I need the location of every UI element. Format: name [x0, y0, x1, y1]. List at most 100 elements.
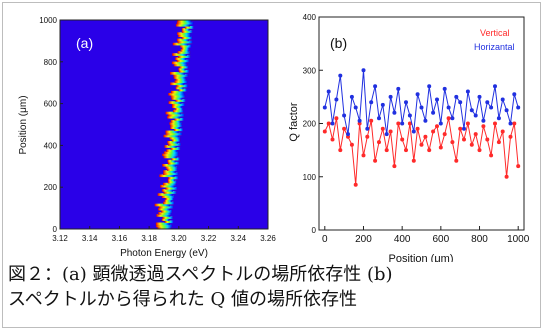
data-point-1 — [496, 116, 501, 121]
spectrum-row-right — [168, 92, 185, 96]
spectrum-row-right — [164, 145, 177, 148]
spectrum-row-right — [180, 44, 192, 48]
heatmap-frame — [59, 19, 269, 230]
spectrum-row-right — [171, 61, 187, 65]
data-point-1 — [516, 105, 521, 110]
data-point-0 — [516, 164, 521, 169]
spectrum-row-right — [173, 76, 186, 79]
caption-line-1: 図２：(a) 顕微透過スペクトルの場所依存性 (b) — [8, 264, 393, 285]
spectrum-row-right — [157, 226, 172, 230]
data-point-0 — [504, 174, 509, 179]
data-point-1 — [469, 108, 474, 113]
data-point-0 — [365, 134, 370, 139]
spectrum-row-right — [169, 72, 185, 75]
spectrum-row-right — [175, 78, 187, 81]
spectrum-row-right — [167, 159, 176, 163]
spectrum-row-right — [172, 42, 189, 46]
data-point-1 — [454, 94, 459, 99]
spectrum-row-right — [178, 88, 187, 92]
data-point-0 — [454, 158, 459, 163]
y-tick-label-a: 400 — [44, 141, 58, 150]
data-point-0 — [481, 124, 486, 129]
spectrum-row-right — [167, 113, 185, 117]
data-point-0 — [512, 121, 517, 126]
data-point-0 — [377, 140, 381, 145]
spectrum-row-right — [165, 166, 178, 169]
y-axis-label-b: Q factor — [288, 102, 300, 141]
spectrum-row-right — [163, 182, 177, 186]
figure-caption: 図２：(a) 顕微透過スペクトルの場所依存性 (b) スペクトルから得られた Q… — [8, 262, 538, 312]
spectrum-row-right — [167, 178, 175, 182]
data-point-0 — [326, 121, 331, 126]
data-point-1 — [380, 102, 385, 107]
data-point-1 — [438, 121, 443, 126]
data-point-1 — [435, 97, 439, 102]
x-tick-label-a: 3.18 — [141, 234, 157, 243]
data-point-0 — [500, 129, 505, 134]
spectrum-row-right — [180, 49, 190, 52]
x-tick-label-a: 3.20 — [171, 234, 187, 243]
data-point-1 — [396, 86, 401, 91]
spectrum-row-right — [158, 207, 170, 211]
spectrum-row-right — [161, 195, 175, 198]
spectrum-row-right — [178, 69, 190, 73]
spectrum-row-right — [156, 214, 171, 217]
spectrum-row-right — [172, 105, 183, 109]
spectrum-row-right — [176, 38, 189, 42]
panel-label-a: (a) — [76, 35, 93, 51]
data-point-0 — [473, 132, 478, 137]
spectrum-row-right — [170, 90, 185, 94]
data-point-1 — [349, 94, 354, 99]
spectrum-row-right — [170, 120, 181, 123]
data-point-0 — [465, 121, 470, 126]
spectrum-row-right — [170, 82, 185, 86]
data-point-0 — [384, 148, 389, 153]
spectrum-row-right — [181, 28, 190, 31]
spectrum-row-right — [164, 220, 174, 224]
figure-frame — [2, 2, 541, 328]
data-point-0 — [477, 148, 482, 153]
data-point-0 — [388, 129, 393, 134]
data-point-0 — [427, 148, 432, 153]
spectrum-row-right — [161, 209, 173, 213]
data-point-1 — [493, 84, 497, 89]
chart-b-q-factor-plot: 0 200 400 600 800 1000 0 100 200 300 400 (b) Vert… — [288, 13, 530, 262]
spectrum-row-right — [181, 30, 193, 33]
spectrum-row-right — [155, 222, 170, 226]
caption-line-2: スペクトルから得られた Q 値の場所依存性 — [8, 289, 357, 310]
spectrum-row-right — [175, 57, 187, 61]
data-point-0 — [419, 142, 424, 147]
data-point-1 — [322, 105, 327, 110]
spectrum-row-right — [165, 111, 181, 115]
data-point-1 — [419, 105, 424, 110]
spectrum-row-right — [163, 134, 179, 138]
spectrum-row-right — [181, 36, 193, 40]
y-tick-label-a: 600 — [44, 100, 58, 109]
spectrum-row-right — [171, 138, 181, 142]
plot-background-b — [319, 17, 524, 230]
spectrum-row-right — [175, 86, 184, 90]
spectrum-row-right — [177, 51, 191, 54]
data-point-1 — [361, 68, 366, 73]
data-point-1 — [423, 118, 428, 123]
data-point-1 — [392, 110, 397, 115]
data-point-1 — [427, 84, 432, 89]
data-point-0 — [392, 164, 397, 169]
x-axis-label-a: Photon Energy (eV) — [120, 248, 208, 259]
panel-label-b: (b) — [330, 35, 347, 51]
data-point-0 — [349, 142, 354, 147]
spectrum-row-right — [167, 168, 178, 171]
data-point-1 — [400, 121, 405, 126]
data-point-0 — [431, 129, 436, 134]
spectrum-row-right — [177, 32, 191, 35]
data-point-1 — [442, 86, 447, 91]
spectrum-row-right — [163, 151, 179, 155]
spectrum-row-right — [162, 164, 177, 167]
spectrum-row-right — [178, 55, 191, 58]
data-point-1 — [458, 100, 463, 105]
spectrum-row-right — [171, 97, 183, 100]
data-point-1 — [473, 113, 478, 118]
y-tick-label-a: 1000 — [39, 16, 57, 25]
spectrum-row-right — [177, 34, 191, 38]
spectrum-row-right — [165, 132, 183, 136]
